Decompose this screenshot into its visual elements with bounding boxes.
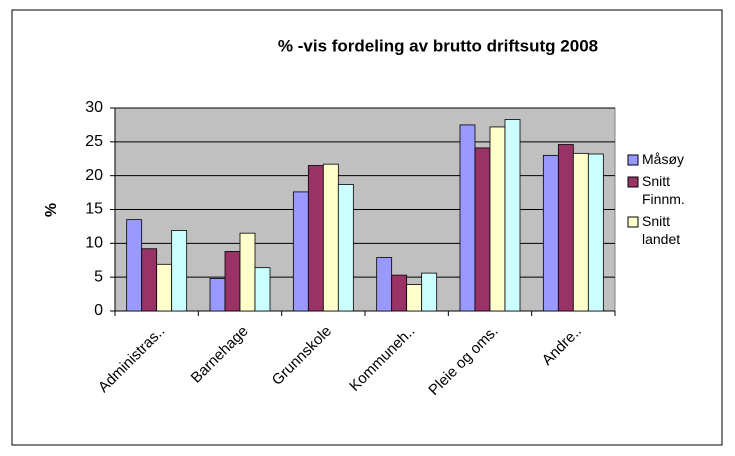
bar xyxy=(171,230,188,312)
bar xyxy=(337,184,354,312)
bar xyxy=(557,144,574,312)
bar xyxy=(489,126,506,312)
bar xyxy=(224,251,241,312)
bar xyxy=(126,219,143,312)
bar xyxy=(292,191,309,312)
chart-title: % -vis fordeling av brutto driftsutg 200… xyxy=(278,36,598,55)
y-axis-label: % xyxy=(43,203,60,217)
bar xyxy=(376,257,393,312)
bar xyxy=(474,147,491,312)
legend-label: Måsøy xyxy=(642,151,684,167)
y-tick-label: 10 xyxy=(85,235,103,252)
bar xyxy=(406,284,423,312)
bar xyxy=(542,154,559,312)
bar xyxy=(307,165,324,312)
bar xyxy=(572,152,589,312)
bar xyxy=(254,267,271,312)
bar xyxy=(504,119,521,312)
y-tick-label: 25 xyxy=(85,133,103,150)
legend-swatch xyxy=(627,154,639,166)
bar xyxy=(209,278,226,312)
y-tick-label: 15 xyxy=(85,201,103,218)
bar xyxy=(421,272,438,312)
y-tick-label: 30 xyxy=(85,99,103,116)
y-tick-label: 20 xyxy=(85,167,103,184)
legend-label: Snitt Finnm. xyxy=(642,173,685,207)
y-tick-label: 0 xyxy=(94,302,103,319)
legend-swatch xyxy=(627,216,639,228)
bar xyxy=(322,163,339,312)
bar xyxy=(391,274,408,312)
legend-label: Snitt landet xyxy=(642,213,680,247)
legend-swatch xyxy=(627,176,639,188)
y-tick-label: 5 xyxy=(94,268,103,285)
bar xyxy=(587,153,604,312)
bar xyxy=(459,124,476,312)
bar xyxy=(141,248,158,312)
bar xyxy=(156,263,173,312)
bar xyxy=(239,232,256,312)
